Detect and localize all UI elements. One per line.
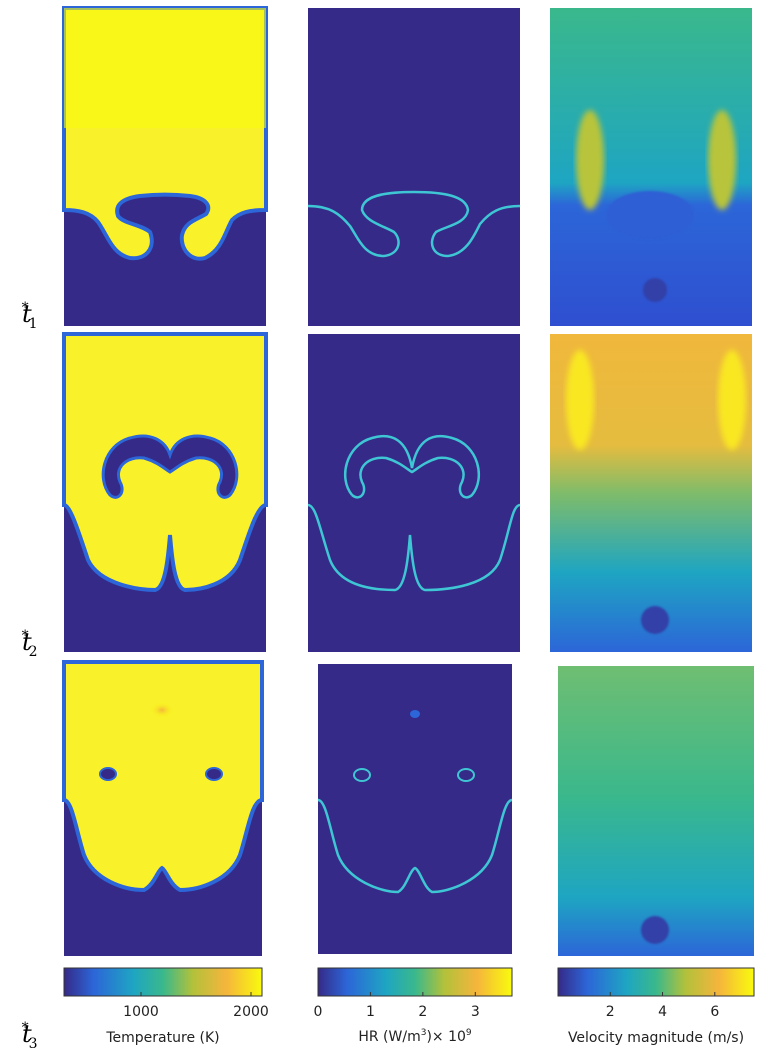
row-label-t2: t*2 [21,628,38,660]
colorbar-tick-label: 2 [418,1004,427,1020]
colorbar-tick-label: 2000 [233,1004,269,1020]
panel-temperature-t1 [62,6,268,326]
colorbar-title-velocity: Velocity magnitude (m/s) [567,1030,745,1046]
panel-velocity-t2 [550,334,752,652]
panel-temperature-t3 [62,660,264,956]
colorbar-tick-label: 1000 [123,1004,159,1020]
row-label-t3: t*3 [21,1020,38,1052]
row-label-t1: t*1 [21,300,38,332]
colorbar-title-temperature: Temperature (K) [106,1030,220,1046]
colorbar-temperature [63,967,263,997]
panel-temperature-t2 [62,332,268,652]
colorbar-tick-label: 2 [606,1004,615,1020]
colorbar-title-heat-release: HR (W/m3)× 109 [358,1028,472,1045]
colorbar-tick-label: 0 [314,1004,323,1020]
colorbar-tick-label: 6 [710,1004,719,1020]
colorbar-tick-label: 4 [658,1004,667,1020]
colorbar-heat-release [317,967,513,997]
colorbar-tick-label: 1 [366,1004,375,1020]
panel-heatrelease-t3 [317,664,513,954]
panel-heatrelease-t1 [307,8,521,326]
panel-velocity-t3 [558,666,754,956]
colorbar-tick-label: 3 [471,1004,480,1020]
colorbar-velocity [557,967,755,997]
colorbars: 1000 2000 0 1 2 3 2 4 6 [63,967,755,1020]
panel-heatrelease-t2 [307,334,521,652]
panel-velocity-t1 [550,8,752,326]
